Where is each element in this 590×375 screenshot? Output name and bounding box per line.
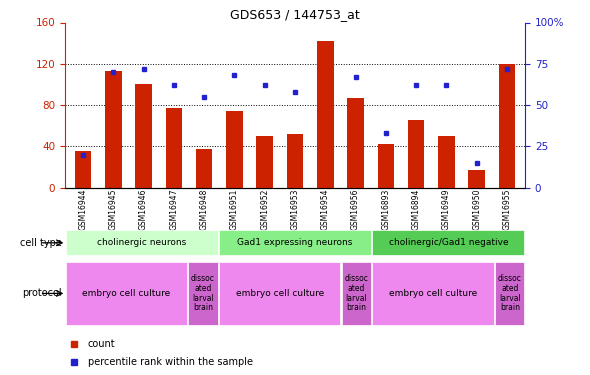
Text: cholinergic neurons: cholinergic neurons (97, 238, 186, 248)
Bar (468, 170, 485, 188)
Bar (499, 64, 515, 188)
Bar (317, 41, 333, 188)
Bar (372, 262, 494, 325)
Bar (188, 262, 218, 325)
Text: dissoc
ated
larval
brain: dissoc ated larval brain (191, 274, 215, 312)
Bar (348, 98, 364, 188)
Bar (75, 152, 91, 188)
Text: count: count (88, 339, 116, 349)
Bar (65, 230, 218, 255)
Bar (135, 84, 152, 188)
Text: dissoc
ated
larval
brain: dissoc ated larval brain (345, 274, 368, 312)
Bar (65, 262, 187, 325)
Bar (105, 71, 122, 188)
Bar (495, 262, 525, 325)
Bar (438, 136, 455, 188)
Bar (372, 230, 525, 255)
Title: GDS653 / 144753_at: GDS653 / 144753_at (230, 8, 360, 21)
Text: dissoc
ated
larval
brain: dissoc ated larval brain (498, 274, 522, 312)
Text: percentile rank within the sample: percentile rank within the sample (88, 357, 253, 367)
Bar (226, 111, 242, 188)
Bar (166, 108, 182, 188)
Text: cholinergic/Gad1 negative: cholinergic/Gad1 negative (389, 238, 508, 248)
Text: embryo cell culture: embryo cell culture (389, 289, 477, 298)
Text: Gad1 expressing neurons: Gad1 expressing neurons (237, 238, 353, 248)
Bar (219, 262, 340, 325)
Bar (219, 230, 371, 255)
Text: embryo cell culture: embryo cell culture (82, 289, 171, 298)
Bar (196, 149, 212, 188)
Bar (408, 120, 424, 188)
Bar (342, 262, 371, 325)
Bar (287, 134, 303, 188)
Text: protocol: protocol (22, 288, 62, 298)
Text: cell type: cell type (20, 238, 62, 248)
Bar (378, 144, 394, 188)
Bar (257, 136, 273, 188)
Text: embryo cell culture: embryo cell culture (235, 289, 324, 298)
